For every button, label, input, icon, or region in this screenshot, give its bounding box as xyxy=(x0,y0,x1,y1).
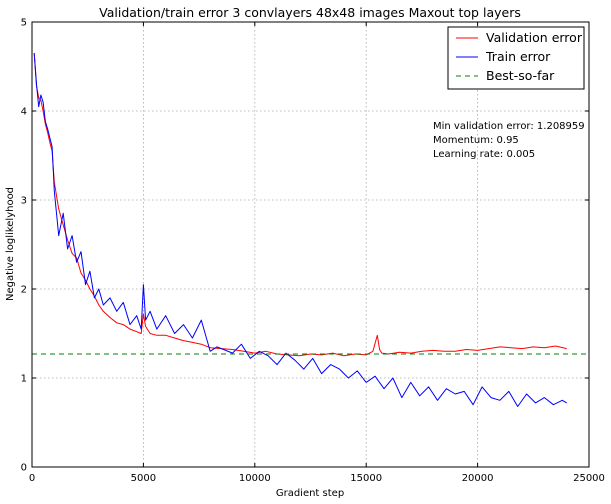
legend: Validation error Train error Best-so-far xyxy=(447,26,585,90)
x-tick-label: 10000 xyxy=(239,473,271,484)
legend-label-train: Train error xyxy=(485,49,551,64)
y-tick-label: 0 xyxy=(21,463,27,474)
x-tick-label: 20000 xyxy=(462,473,494,484)
x-tick-label: 25000 xyxy=(573,473,605,484)
x-tick-label: 0 xyxy=(29,473,35,484)
x-tick-label: 5000 xyxy=(131,473,156,484)
x-axis-label: Gradient step xyxy=(276,488,344,499)
legend-box xyxy=(447,26,585,90)
y-tick-label: 3 xyxy=(21,196,27,207)
annotation-block: Min validation error: 1.208959 Momentum:… xyxy=(433,121,585,160)
y-tick-label: 5 xyxy=(21,18,27,29)
chart-title: Validation/train error 3 convlayers 48x4… xyxy=(99,5,521,20)
y-tick-label: 4 xyxy=(21,107,27,118)
train-error-line xyxy=(33,53,567,407)
annotation-momentum: Momentum: 0.95 xyxy=(433,135,519,146)
grid xyxy=(32,22,589,467)
plot-frame xyxy=(31,21,590,468)
annotation-learning-rate: Learning rate: 0.005 xyxy=(433,149,535,160)
y-tick-label: 2 xyxy=(21,285,27,296)
annotation-min-validation: Min validation error: 1.208959 xyxy=(433,121,585,132)
ticks: 0 5000 10000 15000 20000 25000 0 1 2 3 4 5 xyxy=(21,18,605,485)
y-axis-label: Negative loglikelyhood xyxy=(5,187,16,301)
legend-label-best: Best-so-far xyxy=(486,68,555,83)
series-layer xyxy=(32,53,589,407)
y-tick-label: 1 xyxy=(21,374,27,385)
validation-error-line xyxy=(33,53,567,357)
x-tick-label: 15000 xyxy=(350,473,382,484)
legend-label-validation: Validation error xyxy=(486,30,583,45)
